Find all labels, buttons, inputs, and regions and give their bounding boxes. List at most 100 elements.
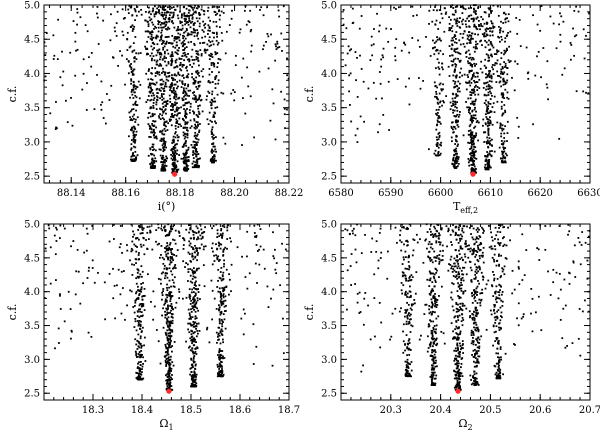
data-point xyxy=(230,17,233,20)
data-point xyxy=(173,114,176,116)
data-point xyxy=(171,171,174,174)
data-point xyxy=(207,16,210,19)
data-point xyxy=(193,35,196,38)
data-point xyxy=(87,269,90,272)
data-point xyxy=(132,97,135,99)
data-point xyxy=(159,56,162,58)
data-point xyxy=(169,298,172,300)
data-point xyxy=(195,86,198,88)
data-point xyxy=(417,39,419,42)
data-point xyxy=(187,268,190,271)
data-point xyxy=(230,92,233,95)
data-point xyxy=(164,109,167,111)
data-point xyxy=(145,239,147,241)
data-point xyxy=(191,302,194,304)
data-point xyxy=(354,51,357,53)
data-point xyxy=(172,45,175,48)
data-point xyxy=(140,350,143,352)
data-point xyxy=(489,98,492,100)
data-point xyxy=(485,30,488,33)
data-point xyxy=(210,98,213,101)
data-point xyxy=(176,44,178,47)
data-point xyxy=(409,349,412,351)
data-point xyxy=(184,47,186,50)
data-point xyxy=(491,94,493,97)
data-point xyxy=(159,278,162,281)
data-point xyxy=(181,65,184,68)
data-point xyxy=(240,317,243,320)
data-point xyxy=(220,279,223,282)
data-point xyxy=(136,366,139,368)
data-point xyxy=(220,375,222,378)
data-point xyxy=(218,71,220,74)
data-point xyxy=(133,60,136,63)
data-point xyxy=(185,67,187,69)
data-point xyxy=(214,120,216,123)
data-point xyxy=(491,66,494,69)
data-point xyxy=(469,40,472,43)
data-point xyxy=(196,141,199,144)
data-point xyxy=(168,382,171,385)
data-point xyxy=(186,94,189,97)
data-point xyxy=(486,107,489,110)
data-point xyxy=(489,150,491,153)
data-point xyxy=(525,46,528,49)
data-point xyxy=(161,6,164,9)
data-point xyxy=(219,350,222,352)
data-point xyxy=(155,101,158,104)
data-point xyxy=(188,253,191,256)
data-point xyxy=(211,131,213,134)
data-point xyxy=(133,56,136,58)
data-point xyxy=(233,91,236,93)
data-point xyxy=(181,63,184,66)
data-point xyxy=(148,68,150,71)
data-point xyxy=(190,358,193,361)
data-point xyxy=(219,365,222,368)
data-point xyxy=(465,50,468,53)
data-point xyxy=(162,262,165,265)
data-point xyxy=(151,157,154,160)
data-point xyxy=(247,85,250,88)
data-point xyxy=(219,353,222,356)
data-point xyxy=(452,128,454,131)
data-point xyxy=(148,225,151,228)
data-point xyxy=(161,96,163,98)
data-point xyxy=(188,58,190,61)
data-point xyxy=(183,108,185,110)
data-point xyxy=(469,56,472,59)
data-point xyxy=(485,33,488,36)
data-point xyxy=(431,335,434,338)
data-point xyxy=(193,300,195,303)
data-point xyxy=(183,49,186,51)
data-point xyxy=(141,326,144,329)
data-point xyxy=(410,324,413,327)
data-point xyxy=(188,95,190,97)
data-point xyxy=(82,72,85,75)
data-point xyxy=(388,129,390,131)
data-point xyxy=(473,117,475,120)
data-point xyxy=(483,11,486,13)
data-point xyxy=(453,18,456,21)
data-point xyxy=(149,54,152,57)
data-point xyxy=(407,365,409,368)
data-point xyxy=(220,318,223,321)
data-point xyxy=(189,349,192,352)
data-point xyxy=(252,363,255,365)
data-point xyxy=(189,119,192,122)
data-point xyxy=(170,113,173,116)
data-point xyxy=(461,23,464,26)
data-point xyxy=(470,140,473,142)
data-point xyxy=(218,10,220,13)
data-point xyxy=(197,158,200,160)
data-point xyxy=(407,261,410,263)
data-point xyxy=(171,273,174,276)
data-point xyxy=(575,5,578,8)
data-point xyxy=(56,58,59,61)
data-point xyxy=(186,121,189,124)
data-point xyxy=(91,224,94,227)
data-point xyxy=(134,118,137,121)
data-point xyxy=(221,225,224,227)
data-point xyxy=(193,284,196,286)
data-point xyxy=(160,227,163,230)
data-point xyxy=(136,154,139,157)
